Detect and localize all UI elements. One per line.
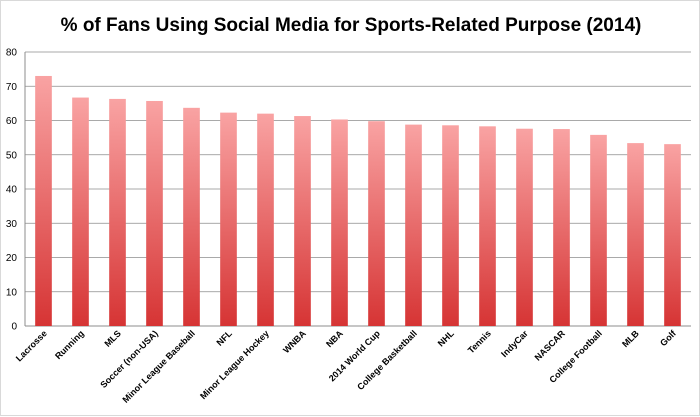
bar-6 (257, 113, 274, 327)
bar-7 (294, 116, 311, 326)
x-tick-label-6: Minor League Hockey (198, 328, 271, 401)
bar-14 (553, 129, 570, 326)
x-tick-label-4: Minor League Baseball (121, 328, 197, 404)
y-tick-label-80: 80 (6, 48, 18, 59)
x-tick-label-8: NBA (324, 328, 345, 349)
bar-17 (664, 144, 681, 326)
bar-5 (220, 112, 237, 326)
bar-3 (146, 100, 163, 326)
y-tick-label-60: 60 (6, 116, 18, 127)
y-tick-label-50: 50 (6, 150, 18, 161)
bar-4 (183, 107, 200, 326)
x-tick-label-16: MLB (620, 328, 641, 349)
bar-16 (627, 143, 644, 326)
y-tick-label-30: 30 (6, 219, 18, 230)
bar-11 (442, 125, 459, 326)
x-tick-label-1: Running (53, 328, 86, 361)
bar-8 (331, 119, 348, 326)
x-tick-label-13: IndyCar (499, 328, 530, 359)
bar-10 (405, 124, 422, 326)
bar-12 (479, 126, 496, 326)
chart-title: % of Fans Using Social Media for Sports-… (60, 15, 642, 36)
bar-1 (72, 97, 89, 327)
y-tick-label-70: 70 (6, 82, 18, 93)
x-tick-label-0: Lacrosse (14, 328, 49, 363)
bar-13 (516, 128, 533, 326)
x-tick-label-14: NASCAR (533, 328, 568, 363)
x-tick-label-5: NFL (214, 328, 234, 348)
y-tick-label-20: 20 (6, 253, 18, 264)
bar-2 (109, 98, 126, 326)
x-tick-label-12: Tennis (466, 328, 493, 355)
bar-0 (35, 75, 52, 326)
x-tick-label-2: MLS (102, 328, 123, 349)
x-tick-label-17: Golf (658, 328, 679, 349)
bar-9 (368, 121, 385, 326)
x-tick-label-11: NHL (436, 328, 457, 349)
y-tick-label-40: 40 (6, 185, 18, 196)
y-tick-label-10: 10 (6, 287, 18, 298)
bar-15 (590, 134, 607, 326)
x-tick-label-7: WNBA (281, 328, 308, 355)
y-tick-label-0: 0 (11, 322, 17, 333)
